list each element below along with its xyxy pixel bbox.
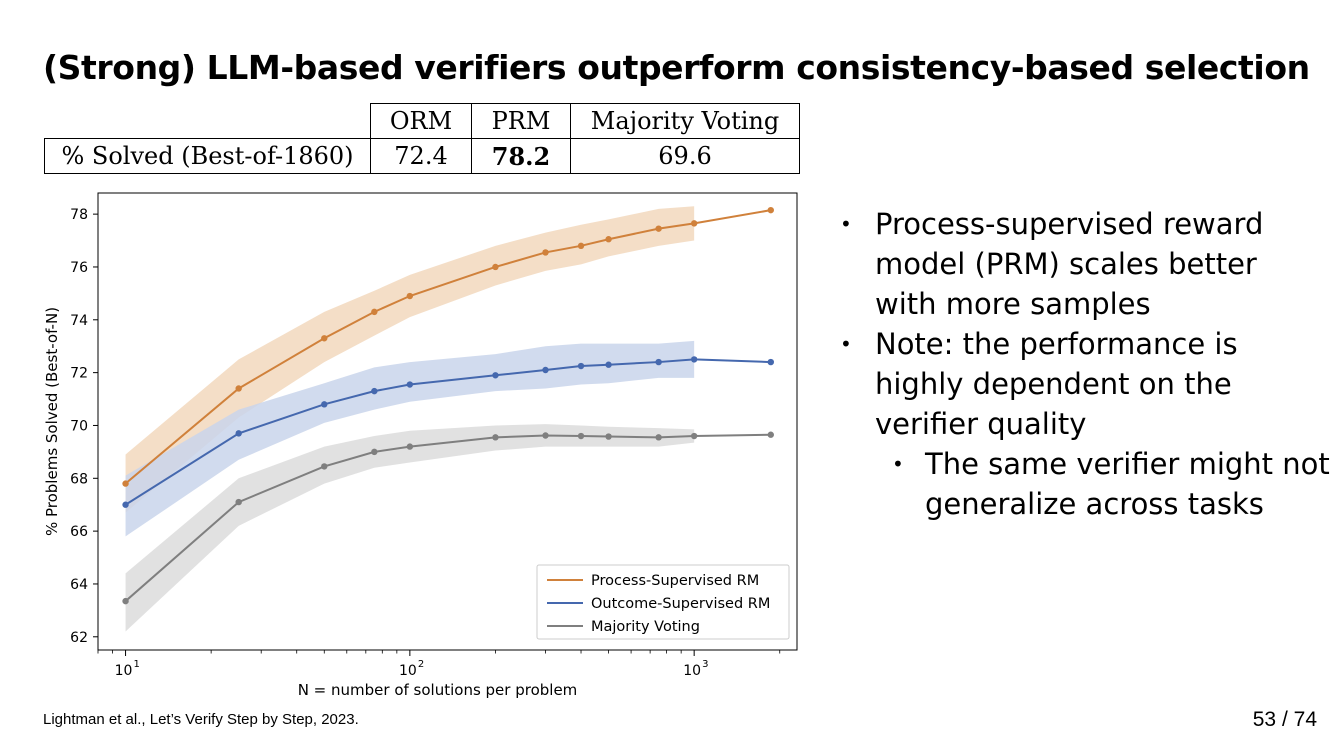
bullet-item: • Note: the performance is highly depende… [840,324,1295,444]
table-header-empty [44,103,371,139]
series-line-0 [124,209,771,485]
x-tick-exponent: 1 [134,659,140,670]
y-tick-label: 70 [70,418,88,434]
x-axis-label: N = number of solutions per problem [298,681,578,699]
slide-title: (Strong) LLM-based verifiers outperform … [43,48,1310,87]
data-point [235,430,242,437]
y-tick-label: 68 [70,471,88,487]
data-point [690,356,698,363]
data-point [605,236,612,243]
page-separator: / [1281,708,1288,731]
data-point [605,361,612,368]
page-number: 53 / 74 [1253,708,1317,732]
y-tick-label: 62 [70,630,88,646]
data-point [371,308,378,316]
table-header-row: ORM PRM Majority Voting [44,103,800,139]
table-cell-prm: 78.2 [471,138,571,174]
y-tick-label: 74 [70,313,88,329]
bullet-text: Note: the performance is highly dependen… [875,327,1238,441]
table-header-prm: PRM [471,103,571,139]
x-tick-label: 10 [683,663,701,679]
data-point [122,597,129,605]
series-line-1 [125,358,771,506]
data-point [655,358,662,366]
legend-label-2: Majority Voting [591,619,700,635]
data-point [690,220,698,227]
data-point [767,431,774,438]
data-point [577,242,585,250]
table-header-majority: Majority Voting [570,103,800,139]
table-header-orm: ORM [370,103,472,139]
y-tick-label: 64 [70,577,88,593]
data-point [235,498,242,506]
data-point [542,432,549,439]
data-point [577,432,585,440]
data-point [492,434,499,441]
confidence-band-2 [125,424,695,632]
x-tick-exponent: 2 [418,659,424,670]
data-point [321,463,328,470]
data-point [492,263,499,271]
table-cell-majority: 69.6 [570,138,800,174]
bullet-text: Process-supervised reward model (PRM) sc… [875,207,1264,321]
y-tick-label: 78 [70,207,88,223]
data-point [655,434,662,441]
data-point [767,358,774,366]
data-point [690,432,698,440]
data-point [321,335,328,342]
data-point [767,206,774,214]
data-point [406,381,414,388]
bullet-list: • Process-supervised reward model (PRM) s… [840,204,1334,524]
data-point [406,292,414,300]
data-point [492,372,499,379]
citation-footnote: Lightman et al., Let’s Verify Step by St… [43,711,359,728]
x-tick-label: 10 [399,663,417,679]
x-tick-exponent: 3 [702,659,708,670]
bullet-dot-icon: • [892,452,904,476]
confidence-band-0 [125,206,695,513]
data-point [122,480,129,487]
data-point [235,385,242,392]
data-point [655,225,662,232]
bullet-text: The same verifier might not generalize a… [925,447,1330,521]
data-point [542,366,549,374]
table-row-label: % Solved (Best-of-1860) [44,138,371,174]
y-tick-label: 76 [70,260,88,276]
confidence-band-1 [125,340,695,537]
series-line-2 [124,433,771,602]
data-point [542,249,549,256]
y-tick-label: 72 [70,366,88,382]
page-current: 53 [1252,708,1277,731]
bullet-dot-icon: • [840,332,852,356]
sub-bullet-item: • The same verifier might not generalize … [840,444,1334,524]
page-total: 74 [1293,708,1317,731]
legend-box [536,564,790,640]
data-point [406,443,414,450]
data-point [122,501,129,508]
data-point [605,433,612,440]
table-cell-orm: 72.4 [370,138,472,174]
results-table: ORM PRM Majority Voting % Solved (Best-o… [44,103,800,174]
legend-label-1: Outcome-Supervised RM [591,596,770,612]
legend-label-0: Process-Supervised RM [591,573,759,589]
x-tick-label: 10 [115,663,133,679]
data-point [371,387,378,395]
data-point [371,448,378,456]
table-row: % Solved (Best-of-1860) 72.4 78.2 69.6 [44,138,800,174]
bullet-dot-icon: • [840,212,852,236]
data-point [321,401,328,408]
y-axis-label: % Problems Solved (Best-of-N) [43,307,61,536]
plot-frame [97,192,798,651]
data-point [577,362,585,370]
bullet-item: • Process-supervised reward model (PRM) s… [840,204,1295,324]
y-tick-label: 66 [70,524,88,540]
